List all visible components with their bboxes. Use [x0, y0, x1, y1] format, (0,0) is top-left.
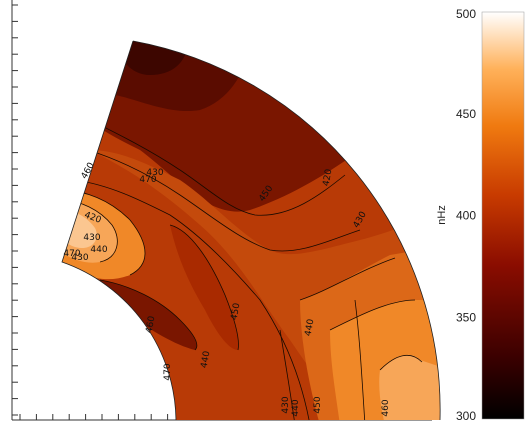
- contour-label: 430: [146, 168, 163, 178]
- colorbar-ticks: 300 350 400 450 500: [456, 7, 476, 423]
- contour-label: 460: [145, 315, 158, 334]
- contour-label: 420: [322, 168, 335, 187]
- colorbar-tick-label: 350: [456, 310, 476, 324]
- colorbar-tick-label: 400: [456, 209, 476, 223]
- contour-label: 470: [63, 249, 80, 259]
- contour-label: 440: [304, 318, 317, 337]
- contour-wedge: [62, 41, 441, 420]
- colorbar-tick-label: 300: [456, 409, 476, 423]
- y-axis-ticks: [12, 4, 18, 416]
- colorbar-tick-label: 450: [456, 107, 476, 121]
- wedge-outline: [61, 40, 441, 421]
- contour-label: 450: [230, 302, 243, 321]
- fill-inner-dark-bottom: [100, 280, 197, 350]
- colorbar: 300 350 400 450 500 nHz: [436, 7, 525, 423]
- colorbar-unit-label: nHz: [436, 205, 448, 225]
- contour-label: 440: [291, 399, 301, 416]
- fill-lightest-right: [379, 354, 441, 420]
- colorbar-gradient: [481, 11, 525, 420]
- contour-label: 440: [200, 350, 213, 369]
- contour-label: 430: [83, 233, 100, 243]
- fill-inner-dark-tongue: [170, 225, 239, 350]
- contour-label: 470: [163, 363, 173, 380]
- contour-label: 440: [90, 245, 107, 255]
- contour-label: 460: [381, 399, 391, 416]
- contour-label: 430: [281, 396, 291, 413]
- contour-label: 470: [139, 175, 156, 185]
- colorbar-tick-label: 500: [456, 7, 476, 21]
- contour-label: 450: [313, 396, 323, 413]
- contour-label: 430: [71, 253, 88, 263]
